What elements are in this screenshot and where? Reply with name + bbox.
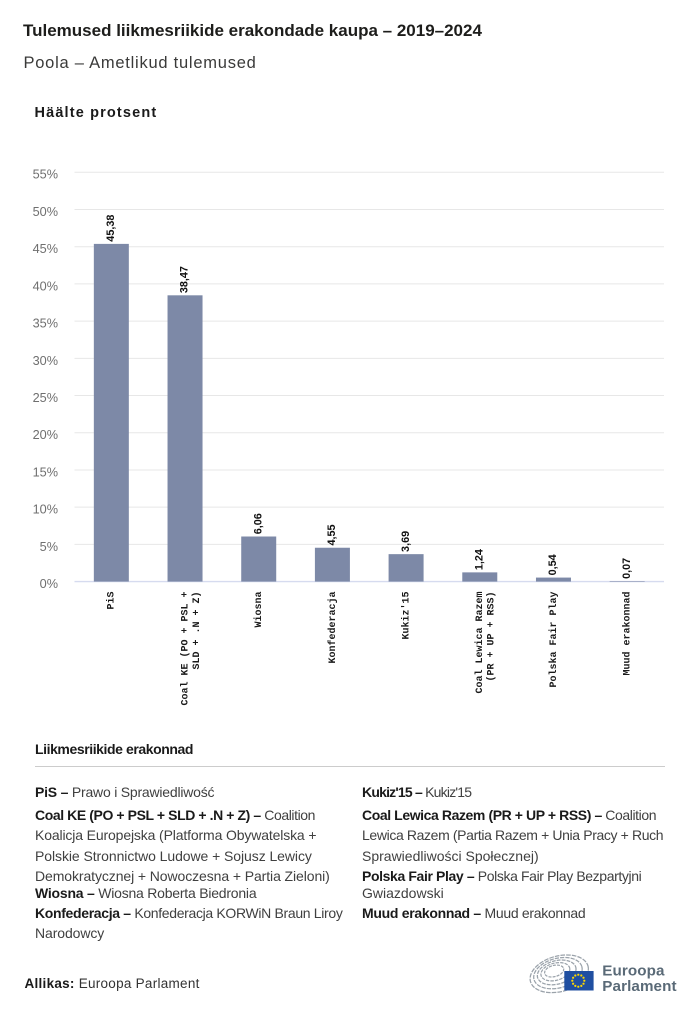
svg-text:40%: 40%	[33, 279, 58, 293]
svg-text:(PR + UP + RSS): (PR + UP + RSS)	[486, 592, 498, 682]
svg-text:3,69: 3,69	[400, 531, 412, 552]
svg-text:4,55: 4,55	[326, 525, 338, 546]
svg-text:Polska Fair Play: Polska Fair Play	[548, 592, 560, 688]
svg-text:Muud erakonnad: Muud erakonnad	[622, 592, 634, 676]
svg-text:Konfederacja: Konfederacja	[327, 592, 339, 664]
svg-text:Parlament: Parlament	[602, 978, 676, 995]
svg-text:0,54: 0,54	[547, 554, 559, 575]
svg-text:45,38: 45,38	[105, 215, 117, 242]
svg-text:35%: 35%	[33, 317, 58, 331]
svg-text:15%: 15%	[33, 465, 58, 479]
svg-text:38,47: 38,47	[179, 266, 191, 293]
svg-text:PiS: PiS	[106, 592, 118, 610]
svg-text:50%: 50%	[33, 205, 58, 219]
svg-text:10%: 10%	[33, 503, 58, 517]
svg-text:55%: 55%	[33, 168, 58, 182]
svg-text:Coal KE (PO + PSL +: Coal KE (PO + PSL +	[179, 592, 191, 706]
svg-text:1,24: 1,24	[473, 549, 485, 570]
svg-text:6,06: 6,06	[252, 513, 264, 534]
svg-text:Coal Lewica Razem: Coal Lewica Razem	[474, 592, 486, 694]
svg-text:Wiosna: Wiosna	[253, 592, 265, 628]
svg-text:20%: 20%	[33, 428, 58, 442]
svg-text:5%: 5%	[40, 540, 58, 554]
svg-text:25%: 25%	[33, 391, 58, 405]
svg-text:0%: 0%	[40, 577, 58, 591]
svg-text:SLD + .N + Z): SLD + .N + Z)	[191, 592, 203, 670]
svg-text:30%: 30%	[33, 354, 58, 368]
svg-text:45%: 45%	[33, 242, 58, 256]
svg-text:Euroopa: Euroopa	[602, 962, 665, 979]
svg-text:0,07: 0,07	[621, 558, 633, 579]
svg-text:Kukiz'15: Kukiz'15	[400, 592, 412, 640]
